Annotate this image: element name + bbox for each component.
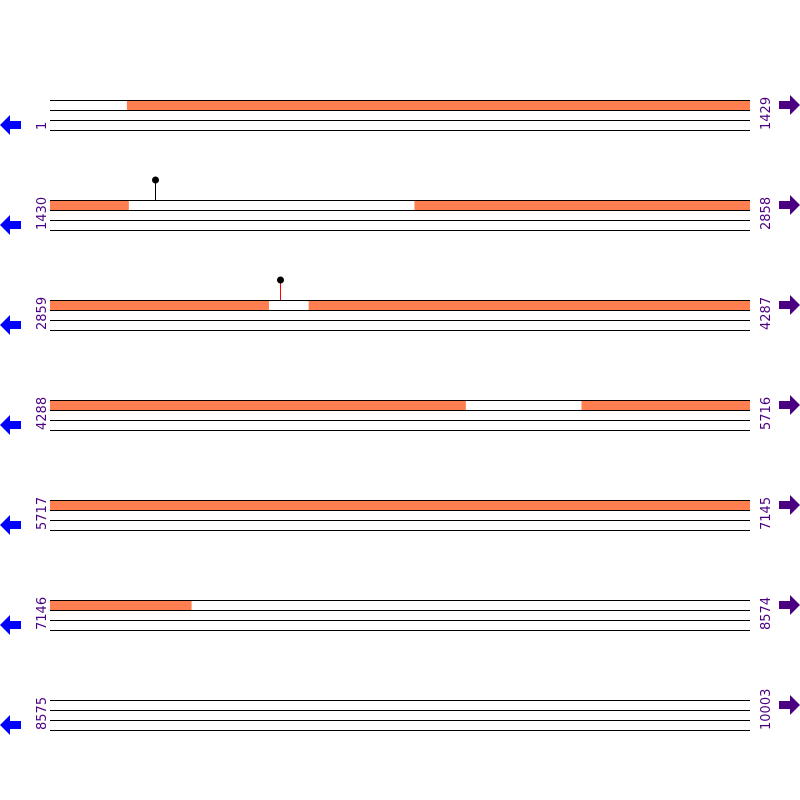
row-start-label: 7146: [35, 597, 50, 630]
feature-segment: [50, 600, 192, 610]
row-end-label: 8574: [759, 597, 774, 630]
feature-segment: [581, 400, 750, 410]
arrow-right-icon: [779, 495, 800, 515]
feature-segment: [50, 500, 750, 510]
row-start-label: 4288: [35, 397, 50, 430]
arrow-left-icon: [0, 615, 21, 635]
row-end-label: 10003: [759, 689, 774, 730]
feature-segment: [414, 200, 750, 210]
row-end-label: 1429: [759, 97, 774, 130]
arrow-right-icon: [779, 295, 800, 315]
row-start-label: 5717: [35, 497, 50, 530]
feature-segment: [126, 100, 751, 110]
arrow-left-icon: [0, 515, 21, 535]
feature-segment: [308, 300, 750, 310]
arrow-left-icon: [0, 215, 21, 235]
row-start-label: 8575: [35, 697, 50, 730]
arrow-right-icon: [779, 95, 800, 115]
arrow-right-icon: [779, 395, 800, 415]
row-start-label: 2859: [35, 297, 50, 330]
arrow-left-icon: [0, 415, 21, 435]
marker-head: [277, 276, 284, 284]
row-end-label: 7145: [759, 497, 774, 530]
feature-segment: [50, 200, 129, 210]
feature-segment: [50, 300, 269, 310]
arrow-left-icon: [0, 115, 21, 135]
row-end-label: 4287: [759, 297, 774, 330]
arrow-right-icon: [779, 695, 800, 715]
feature-segment: [50, 400, 466, 410]
row-start-label: 1: [35, 122, 50, 130]
arrow-left-icon: [0, 315, 21, 335]
marker-head: [152, 176, 159, 184]
row-end-label: 2858: [759, 197, 774, 230]
row-end-label: 5716: [759, 397, 774, 430]
arrow-left-icon: [0, 715, 21, 735]
row-start-label: 1430: [35, 197, 50, 230]
arrow-right-icon: [779, 595, 800, 615]
arrow-right-icon: [779, 195, 800, 215]
